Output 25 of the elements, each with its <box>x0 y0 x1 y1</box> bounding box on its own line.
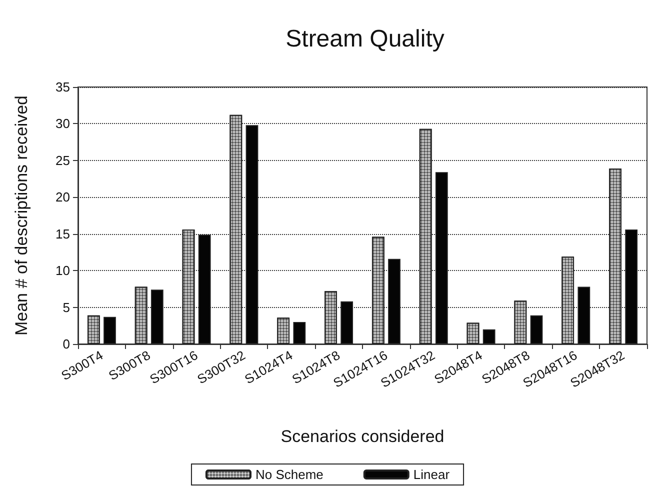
bar <box>246 125 258 344</box>
chart-title: Stream Quality <box>286 26 444 52</box>
bar <box>530 315 543 344</box>
y-tick-label: 5 <box>62 300 70 315</box>
bar <box>198 234 211 344</box>
y-tick-label: 0 <box>62 336 70 352</box>
legend-label: No Scheme <box>255 467 324 482</box>
bar <box>104 316 116 344</box>
y-tick-label: 10 <box>56 263 70 278</box>
bar <box>625 229 638 344</box>
legend-label: Linear <box>413 467 450 482</box>
bar <box>435 172 448 344</box>
bar <box>578 286 590 344</box>
x-axis-title: Scenarios considered <box>280 427 444 446</box>
bar <box>293 322 306 344</box>
bar <box>150 290 164 344</box>
y-tick-label: 35 <box>56 80 70 94</box>
y-tick-label: 30 <box>56 116 70 132</box>
bar <box>388 258 400 344</box>
y-tick-label: 20 <box>56 190 70 205</box>
y-axis-title: Mean # of descriptions received <box>12 95 31 336</box>
bar <box>340 301 354 344</box>
bar <box>482 329 496 344</box>
y-tick-label: 25 <box>56 152 70 168</box>
y-tick-label: 15 <box>56 226 70 242</box>
